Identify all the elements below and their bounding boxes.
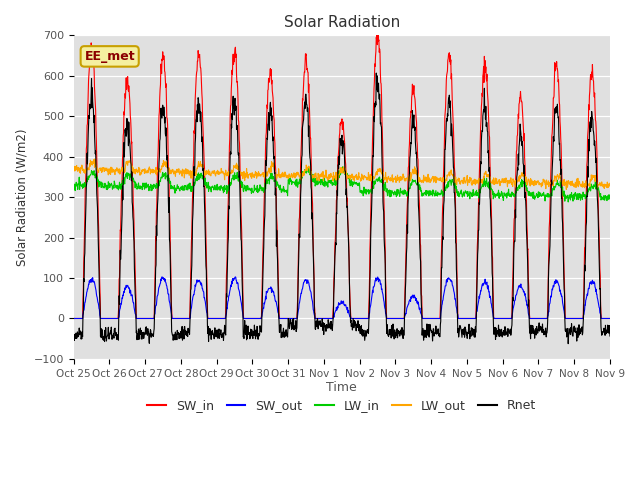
- Line: LW_in: LW_in: [74, 167, 610, 202]
- LW_out: [177, 170, 184, 176]
- SW_in: [373, 31, 381, 36]
- Rnet: [176, 335, 184, 341]
- LW_in: [543, 192, 550, 198]
- LW_out: [189, 169, 197, 175]
- LW_out: [606, 180, 614, 186]
- SW_out: [177, 316, 184, 322]
- SW_in: [495, 316, 503, 322]
- LW_in: [495, 195, 503, 201]
- Rnet: [543, 330, 550, 336]
- Rnet: [426, 334, 433, 340]
- LW_out: [426, 178, 433, 183]
- SW_out: [70, 316, 77, 322]
- Title: Solar Radiation: Solar Radiation: [284, 15, 400, 30]
- LW_out: [543, 177, 550, 183]
- LW_in: [606, 195, 614, 201]
- SW_out: [606, 316, 614, 322]
- Rnet: [564, 341, 572, 347]
- SW_in: [543, 316, 550, 322]
- SW_in: [176, 316, 184, 322]
- Rnet: [372, 70, 380, 76]
- Rnet: [189, 211, 196, 217]
- SW_in: [426, 316, 433, 322]
- Line: LW_out: LW_out: [74, 159, 610, 190]
- SW_in: [70, 316, 77, 322]
- LW_out: [91, 156, 99, 162]
- SW_out: [426, 316, 433, 322]
- Legend: SW_in, SW_out, LW_in, LW_out, Rnet: SW_in, SW_out, LW_in, LW_out, Rnet: [143, 395, 541, 418]
- SW_out: [250, 316, 257, 322]
- SW_out: [495, 316, 503, 322]
- LW_out: [70, 166, 77, 172]
- SW_in: [606, 316, 614, 322]
- Y-axis label: Solar Radiation (W/m2): Solar Radiation (W/m2): [15, 128, 28, 266]
- Rnet: [249, 336, 257, 341]
- X-axis label: Time: Time: [326, 382, 357, 395]
- LW_out: [563, 187, 570, 192]
- SW_out: [189, 293, 197, 299]
- SW_in: [249, 316, 257, 322]
- LW_in: [189, 184, 196, 190]
- SW_out: [158, 274, 166, 280]
- SW_in: [189, 180, 196, 185]
- Line: SW_out: SW_out: [74, 277, 610, 319]
- Rnet: [70, 336, 77, 342]
- Rnet: [495, 334, 503, 339]
- Rnet: [606, 333, 614, 339]
- LW_in: [339, 164, 347, 169]
- LW_out: [250, 174, 257, 180]
- LW_in: [176, 188, 184, 194]
- LW_in: [564, 199, 572, 205]
- Text: EE_met: EE_met: [84, 50, 135, 63]
- Line: Rnet: Rnet: [74, 73, 610, 344]
- SW_out: [543, 316, 550, 322]
- LW_out: [495, 177, 503, 182]
- Line: SW_in: SW_in: [74, 34, 610, 319]
- LW_in: [249, 190, 257, 195]
- LW_in: [70, 187, 77, 192]
- LW_in: [426, 192, 433, 198]
